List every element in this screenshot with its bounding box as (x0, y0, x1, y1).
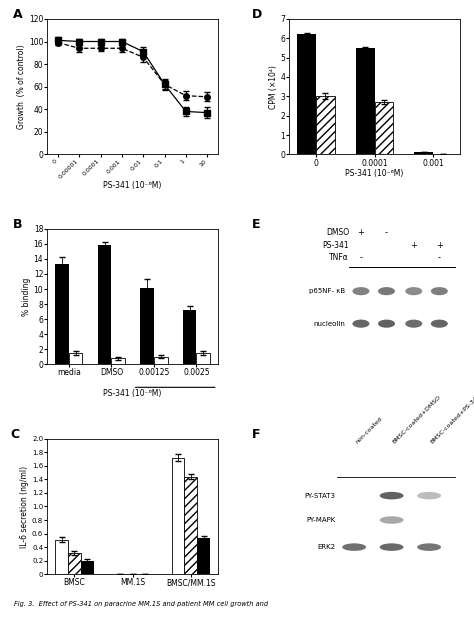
Text: BMSC-coated+PS-341: BMSC-coated+PS-341 (429, 393, 474, 445)
Ellipse shape (431, 287, 448, 295)
Text: PY-STAT3: PY-STAT3 (304, 493, 336, 498)
Bar (55, 540, 68, 574)
Bar (356, 48, 374, 155)
Text: TNFα: TNFα (329, 253, 349, 262)
Ellipse shape (417, 543, 441, 551)
Y-axis label: Growth  (% of control): Growth (% of control) (17, 44, 26, 129)
Bar (111, 358, 125, 364)
Ellipse shape (431, 319, 448, 327)
Text: C: C (10, 428, 19, 441)
X-axis label: PS-341 (10⁻⁶M): PS-341 (10⁻⁶M) (346, 169, 404, 178)
Bar (316, 97, 335, 155)
Text: PY-MAPK: PY-MAPK (306, 517, 336, 523)
Ellipse shape (380, 516, 403, 524)
X-axis label: PS-341 (10⁻⁶M): PS-341 (10⁻⁶M) (103, 389, 162, 398)
Text: PS-341: PS-341 (322, 240, 349, 250)
Ellipse shape (380, 492, 403, 500)
Text: -: - (359, 253, 363, 262)
Ellipse shape (417, 492, 441, 500)
Ellipse shape (353, 287, 369, 295)
Ellipse shape (405, 287, 422, 295)
Text: B: B (13, 218, 23, 231)
Bar (98, 245, 111, 364)
Ellipse shape (405, 319, 422, 327)
Bar (196, 353, 210, 364)
Text: D: D (252, 8, 262, 21)
Y-axis label: CPM (×10⁴): CPM (×10⁴) (269, 65, 278, 109)
Text: -: - (438, 253, 441, 262)
Bar (81, 561, 93, 574)
Text: +: + (410, 240, 417, 250)
Bar (374, 102, 393, 155)
Bar (140, 288, 154, 364)
Y-axis label: IL-6 secretion (ng/ml): IL-6 secretion (ng/ml) (20, 466, 29, 548)
Bar (69, 353, 82, 364)
Bar (297, 35, 316, 155)
Bar (197, 538, 210, 574)
Ellipse shape (342, 543, 366, 551)
Bar (68, 553, 81, 574)
Bar (414, 152, 433, 155)
Text: A: A (13, 8, 23, 21)
Text: nucleolin: nucleolin (314, 321, 346, 327)
Y-axis label: % binding: % binding (22, 278, 31, 316)
Text: DMSO: DMSO (326, 228, 349, 237)
Text: BMSC-coated+DMSO: BMSC-coated+DMSO (392, 395, 442, 445)
Bar (184, 476, 197, 574)
Ellipse shape (353, 319, 369, 327)
Ellipse shape (380, 543, 403, 551)
Text: ERK2: ERK2 (318, 544, 336, 550)
Text: F: F (252, 428, 260, 441)
Bar (183, 310, 196, 364)
Bar (154, 357, 167, 364)
Text: +: + (436, 240, 443, 250)
Text: Fig. 3.  Effect of PS-341 on paracrine MM.1S and patient MM cell growth and: Fig. 3. Effect of PS-341 on paracrine MM… (14, 601, 268, 607)
Text: +: + (357, 228, 365, 237)
Ellipse shape (378, 287, 395, 295)
Ellipse shape (378, 319, 395, 327)
Bar (172, 457, 184, 574)
Text: E: E (252, 218, 260, 231)
X-axis label: PS-341 (10⁻⁶M): PS-341 (10⁻⁶M) (103, 181, 162, 191)
Text: non-coated: non-coated (354, 416, 383, 445)
Text: -: - (385, 228, 388, 237)
Text: p65NF- κB: p65NF- κB (310, 288, 346, 294)
Bar (55, 264, 69, 364)
